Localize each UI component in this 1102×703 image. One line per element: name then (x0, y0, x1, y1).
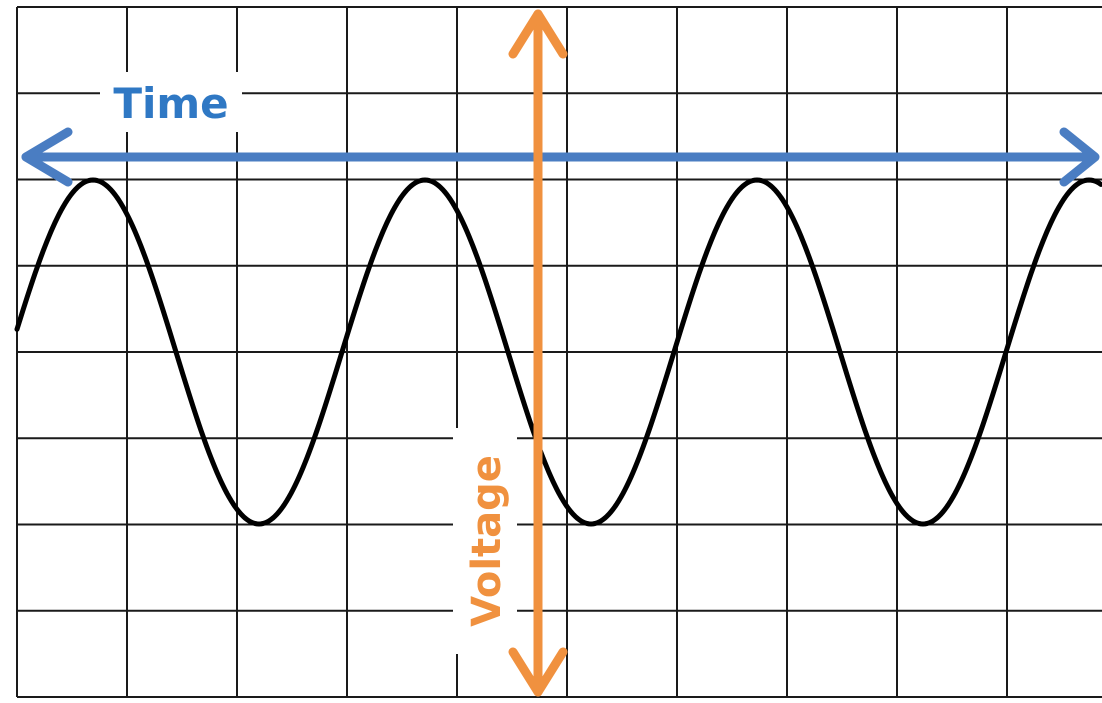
time-label-background (100, 72, 242, 132)
voltage-arrow-top-head (508, 9, 568, 59)
voltage-arrow-bottom-head (508, 647, 568, 697)
voltage-double-arrow (508, 9, 568, 697)
voltage-label-background (453, 428, 517, 654)
time-arrow-right-head (1059, 127, 1100, 187)
time-double-arrow (21, 127, 1100, 187)
time-label: Time (113, 79, 228, 128)
time-arrow-left-head (21, 127, 73, 187)
voltage-label: Voltage (464, 455, 510, 627)
sine-waveform (14, 177, 1102, 527)
